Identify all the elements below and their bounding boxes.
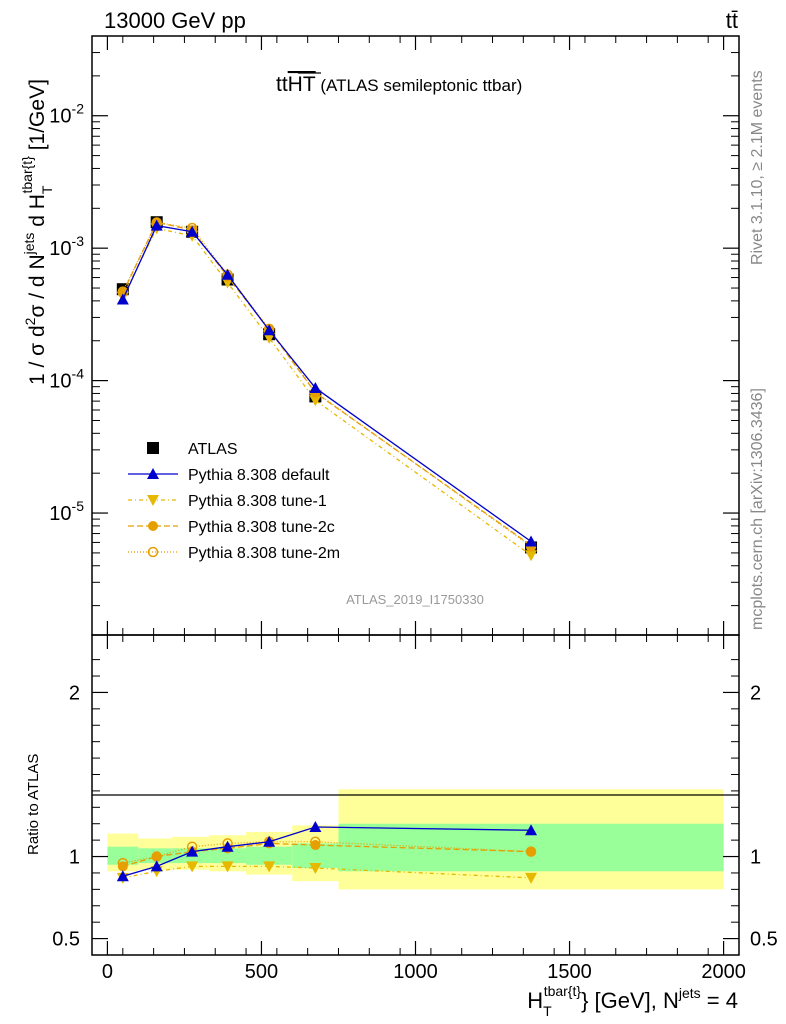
pythia-8-308-default-ratio-point	[150, 860, 163, 872]
pythia-8-308-tune-1-ratio-point	[263, 861, 276, 873]
legend: ATLAS Pythia 8.308 default Pythia 8.308 tu…	[128, 441, 340, 562]
pythia-8-308-tune-2m-ratio-point	[310, 836, 321, 848]
x-tick-label: 2000	[701, 961, 746, 983]
pythia-8-308-default-point	[186, 225, 199, 237]
legend-label-pythia-8-308-tune-2m: Pythia 8.308 tune-2m	[188, 545, 340, 562]
ylabel-ratio: Ratio to ATLAS	[25, 754, 42, 855]
pythia-8-308-default-ratio-point	[525, 824, 538, 836]
pythia-8-308-tune-2m-ratio-point	[117, 857, 129, 869]
legend-label-pythia-8-308-default: Pythia 8.308 default	[188, 467, 330, 484]
pythia-8-308-default-ratio-point	[116, 870, 129, 882]
x-tick-label: 0	[102, 961, 113, 983]
pythia-8-308-default-line	[122, 224, 532, 543]
x-tick-label: 1000	[393, 961, 438, 983]
pythia-8-308-tune-1-point	[525, 550, 538, 562]
pythia-8-308-tune-2c-ratio-point	[117, 861, 128, 872]
ratio-tick-label-left: 0.5	[52, 929, 80, 951]
pythia-8-308-default-point	[150, 219, 163, 231]
x-tick-label: 1500	[547, 961, 592, 983]
pythia-8-308-tune-1-line	[122, 227, 532, 556]
legend-label-pythia-8-308-tune-2c: Pythia 8.308 tune-2c	[188, 519, 335, 536]
pythia-8-308-tune-1-ratio-point	[186, 861, 199, 873]
analysis-id: ATLAS_2019_I1750330	[346, 592, 484, 607]
pythia-8-308-tune-2c-ratio-point	[151, 851, 162, 862]
pythia-8-308-default-ratio-point	[186, 845, 199, 857]
ratio-tick-label-right: 2	[750, 682, 761, 704]
ratio-uncertainty-bands	[107, 789, 724, 890]
x-tick-label: 500	[245, 961, 278, 983]
legend-marker-pythia-8-308-tune-1	[147, 495, 159, 506]
legend-marker-pythia-8-308-tune-2c	[148, 521, 158, 531]
ylabel-top: 1 / σ d2σ / d Njets d HTtbar{t} [1/GeV]	[19, 79, 55, 385]
pythia-8-308-tune-1-point	[309, 395, 322, 407]
stat-band-4	[246, 846, 293, 865]
y-tick-label: 10-5	[49, 498, 84, 525]
pythia-8-308-default-point	[116, 293, 129, 305]
pythia-8-308-default-ratio-point	[263, 835, 276, 847]
pythia-8-308-default-point	[525, 535, 538, 547]
ratio-tick-label-right: 0.5	[750, 929, 778, 951]
pythia-8-308-default-ratio-point	[309, 821, 322, 832]
y-tick-label: 10-2	[49, 101, 84, 128]
pythia-8-308-tune-1-point	[263, 332, 276, 344]
top-series	[116, 216, 538, 562]
axis-ticks: 0 500 1000 1500 2000 10-5 10-4 10-3 10-2 0.5 0.5 1 1…	[49, 35, 778, 983]
xlabel: HTtbar{t}} [GeV], Njets = 4	[527, 983, 738, 1019]
stat-band-0	[107, 846, 139, 865]
stat-band-3	[209, 848, 247, 864]
y-tick-label: 10-4	[49, 366, 84, 393]
mcplots-credit: mcplots.cern.ch [arXiv:1306.3436]	[749, 388, 766, 630]
svg-text:HTtbar{t}} [GeV], Njets = 4: HTtbar{t}} [GeV], Njets = 4	[527, 983, 738, 1019]
pythia-8-308-default-point	[309, 381, 322, 393]
pythia-8-308-tune-2c-line	[122, 221, 532, 546]
pythia-8-308-tune-2c-ratio-point	[526, 846, 537, 857]
pythia-8-308-tune-2c-ratio-point	[310, 840, 321, 851]
legend-label-atlas: ATLAS	[188, 441, 238, 458]
ratio-tick-label-left: 1	[69, 847, 80, 869]
plot-title: ttHT (ATLAS semileptonic ttbar)	[276, 73, 522, 96]
legend-marker-atlas	[147, 442, 159, 454]
pythia-8-308-tune-1-ratio-point	[221, 861, 234, 873]
ratio-tick-label-right: 1	[750, 847, 761, 869]
legend-marker-pythia-8-308-default	[147, 468, 159, 479]
legend-marker-pythia-8-308-tune-2m	[147, 546, 159, 558]
pythia-8-308-default-ratio-point	[221, 840, 234, 852]
y-tick-label: 10-3	[49, 233, 84, 260]
pythia-8-308-tune-1-ratio-point	[525, 872, 538, 884]
header-left: 13000 GeV pp	[104, 8, 246, 33]
rivet-credit: Rivet 3.1.10, ≥ 2.1M events	[749, 70, 766, 265]
legend-label-pythia-8-308-tune-1: Pythia 8.308 tune-1	[188, 493, 327, 510]
svg-text:1 / σ d2σ / d Njets d HTtbar{: 1 / σ d2σ / d Njets d HTtbar{t} [1/GeV]	[19, 79, 55, 385]
header-right: tt̄	[726, 8, 738, 33]
ratio-tick-label-left: 2	[69, 682, 80, 704]
ratio-series	[116, 821, 538, 884]
pythia-8-308-default-point	[221, 268, 234, 280]
pythia-8-308-tune-2m-ratio-point	[525, 846, 537, 857]
pythia-8-308-default-point	[263, 324, 276, 336]
pythia-8-308-tune-1-ratio-point	[309, 863, 322, 875]
